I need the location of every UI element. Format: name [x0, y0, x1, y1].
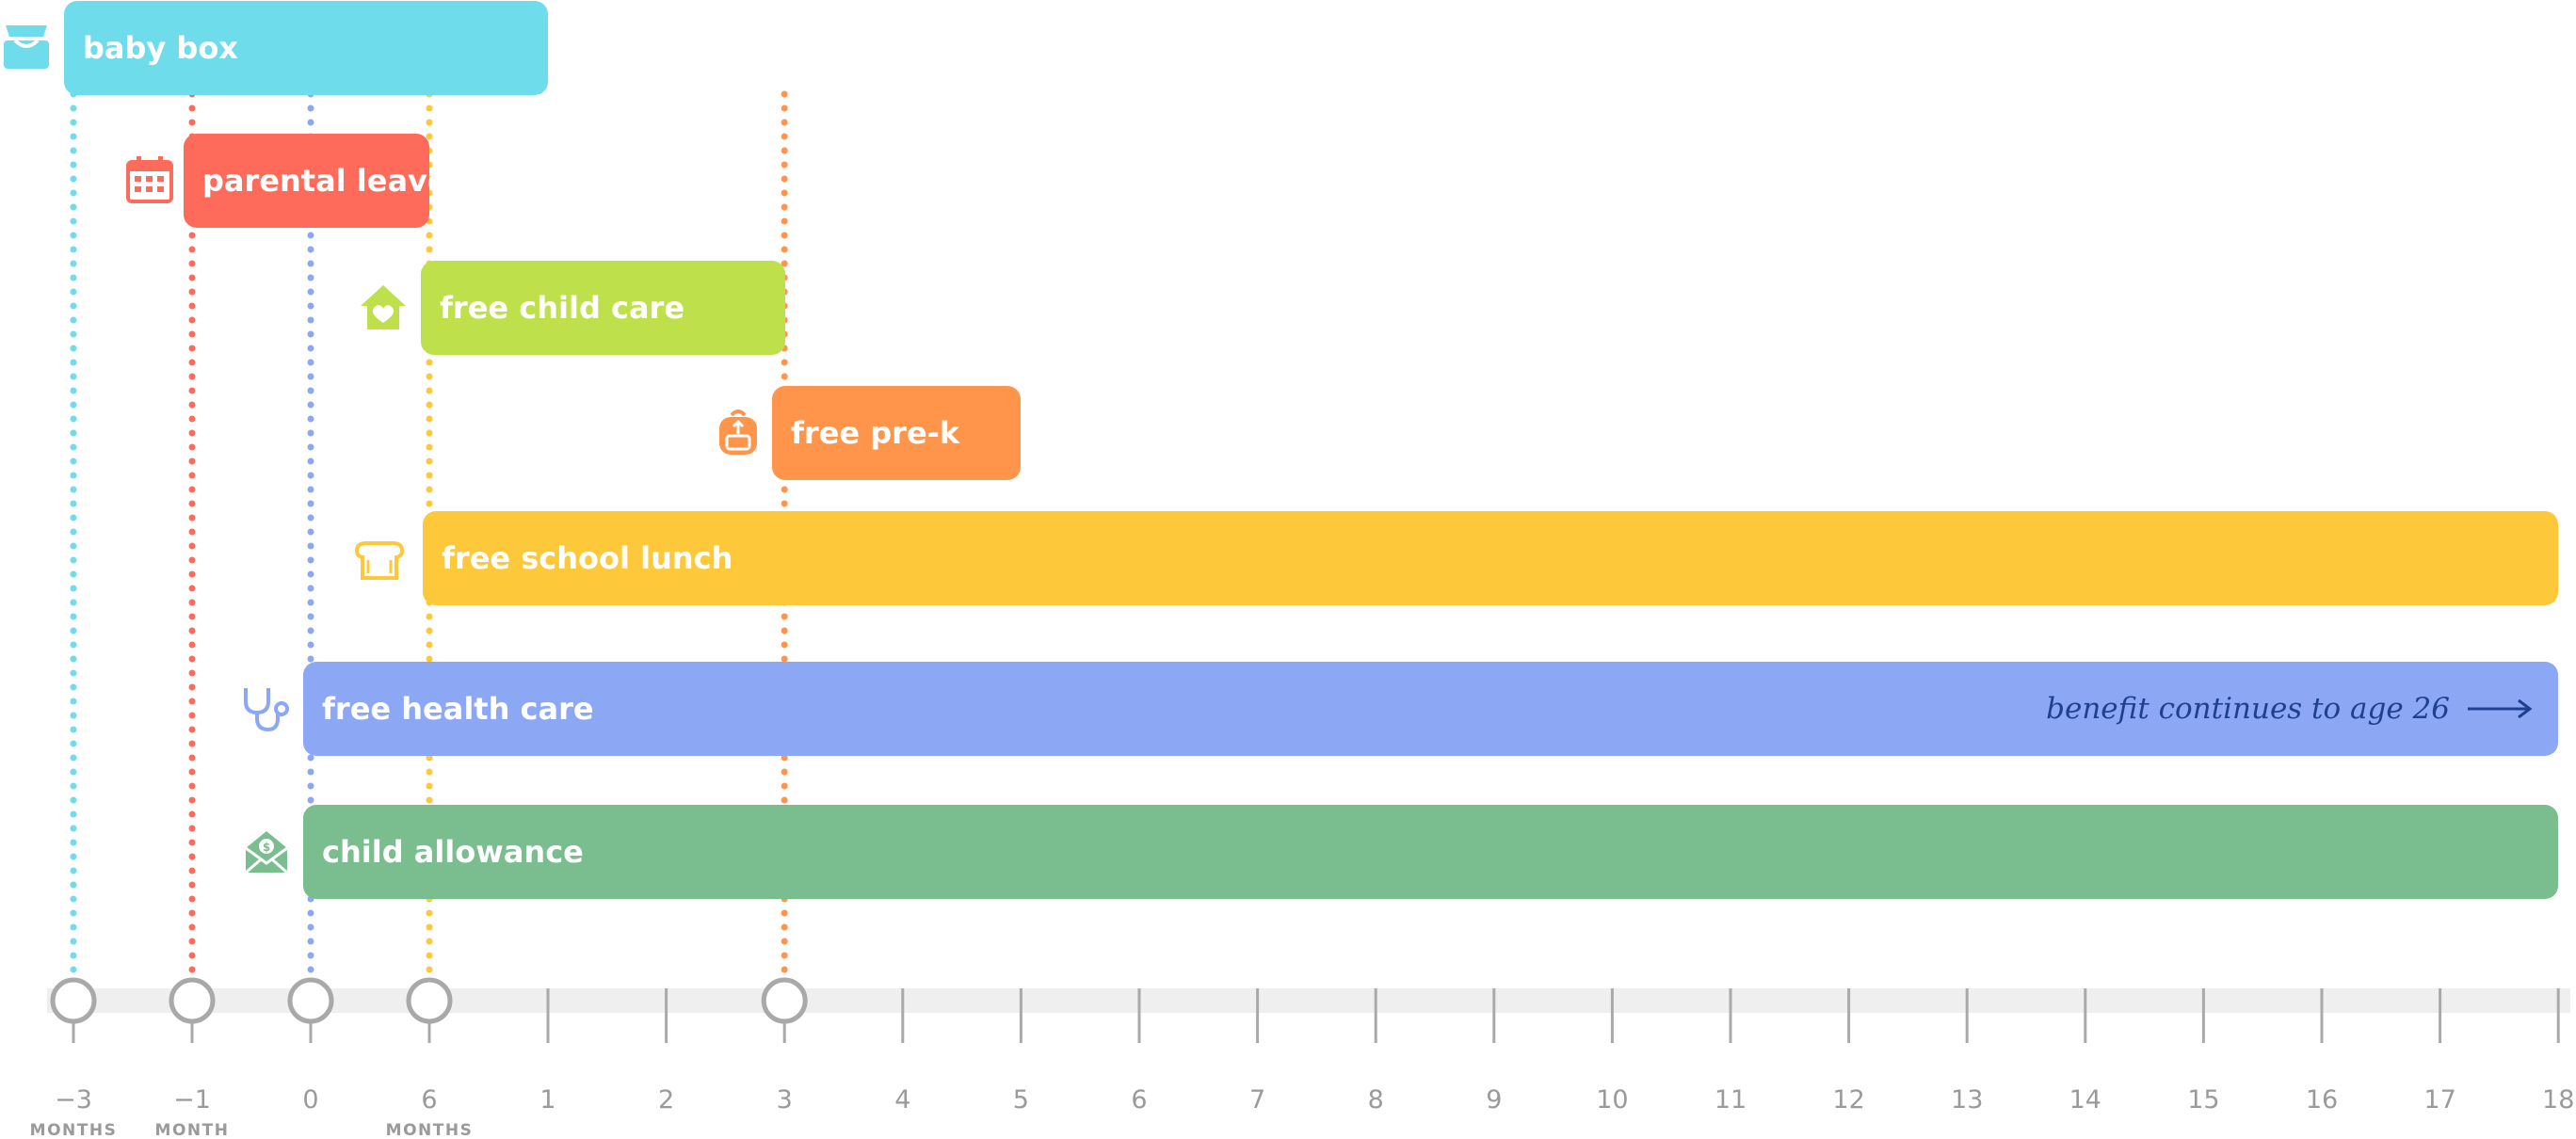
tick-unit-m6: MONTHS [386, 1121, 474, 1139]
tick-label-y4: 4 [894, 1085, 910, 1115]
milestone-marker-m-1 [169, 977, 216, 1024]
calendar-icon [123, 153, 176, 206]
house-heart-icon [357, 281, 410, 334]
svg-text:$: $ [263, 841, 270, 854]
bar-free-school-lunch: free school lunch [423, 511, 2558, 605]
tick-label-y17: 17 [2423, 1085, 2455, 1115]
bar-baby-box: baby box [64, 1, 548, 95]
bar-label-free-child-care: free child care [440, 290, 685, 326]
milestone-marker-y0 [287, 977, 334, 1024]
tick-label-y7: 7 [1249, 1085, 1265, 1115]
tick-label-y13: 13 [1951, 1085, 1983, 1115]
bar-label-baby-box: baby box [83, 30, 238, 66]
tick-label-y16: 16 [2306, 1085, 2338, 1115]
tick-unit-m-1: MONTH [155, 1121, 230, 1139]
milestone-marker-m6 [406, 977, 453, 1024]
bar-label-free-school-lunch: free school lunch [442, 540, 733, 576]
bar-free-health-care: free health care benefit continues to ag… [303, 662, 2558, 756]
bar-label-parental-leave: parental leave [202, 163, 448, 199]
tick-label-y1: 1 [539, 1085, 555, 1115]
tick-label-y2: 2 [658, 1085, 674, 1115]
benefit-continues-note: benefit continues to age 26 [2046, 692, 2450, 726]
bread-icon [353, 532, 406, 585]
milestone-marker-m-3 [50, 977, 97, 1024]
tick-label-m6: 6 [421, 1085, 437, 1115]
tick-label-y8: 8 [1368, 1085, 1384, 1115]
bar-label-free-health-care: free health care [322, 691, 594, 727]
bar-free-child-care: free child care [421, 261, 785, 355]
bar-child-allowance: child allowance [303, 805, 2558, 899]
stethoscope-icon [240, 682, 293, 735]
bar-free-pre-k: free pre-k [772, 386, 1021, 480]
tick-label-y6: 6 [1131, 1085, 1147, 1115]
tick-label-y9: 9 [1486, 1085, 1502, 1115]
tick-label-m-1: −1 [173, 1085, 211, 1115]
baby-box-icon [0, 20, 53, 72]
tick-label-y0: 0 [302, 1085, 318, 1115]
bar-label-child-allowance: child allowance [322, 834, 584, 870]
tick-label-y5: 5 [1013, 1085, 1029, 1115]
bar-parental-leave: parental leave [184, 134, 448, 228]
tick-label-y3: 3 [777, 1085, 793, 1115]
milestone-marker-y3 [761, 977, 808, 1024]
backpack-icon [712, 406, 765, 458]
tick-label-y14: 14 [2069, 1085, 2101, 1115]
axis-track [47, 988, 2570, 1013]
bar-label-free-pre-k: free pre-k [791, 415, 960, 451]
tick-label-m-3: −3 [55, 1085, 92, 1115]
tick-label-y12: 12 [1832, 1085, 1864, 1115]
tick-label-y18: 18 [2542, 1085, 2574, 1115]
tick-label-y10: 10 [1596, 1085, 1628, 1115]
tick-unit-m-3: MONTHS [30, 1121, 118, 1139]
tick-label-y11: 11 [1715, 1085, 1747, 1115]
money-envelope-icon: $ [240, 826, 293, 878]
arrow-right-icon [2468, 698, 2533, 719]
tick-label-y15: 15 [2187, 1085, 2219, 1115]
